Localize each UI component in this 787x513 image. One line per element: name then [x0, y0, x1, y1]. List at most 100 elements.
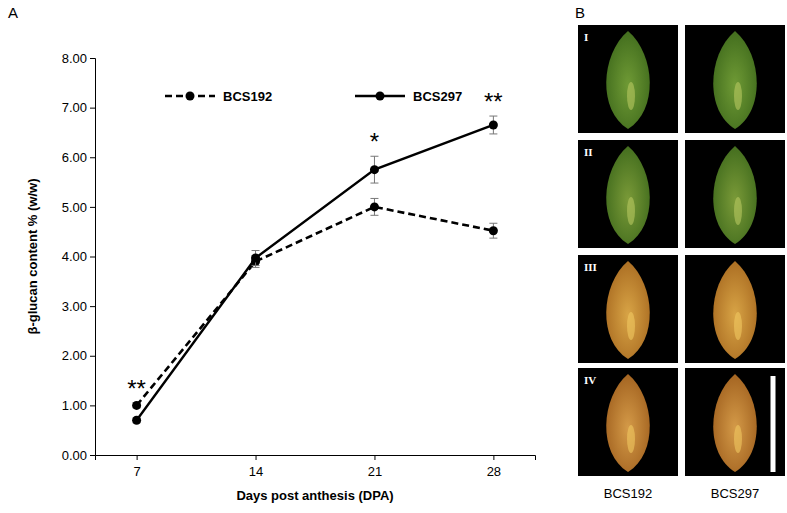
- annotation: *: [370, 128, 379, 155]
- series: [132, 198, 498, 409]
- panel-label: A: [8, 4, 18, 21]
- error-bar-cap: [370, 198, 378, 199]
- y-tick-mark: [90, 157, 95, 158]
- y-tick-mark: [90, 356, 95, 357]
- x-tick-label: 14: [249, 464, 263, 479]
- y-tick-mark: [90, 207, 95, 208]
- grain-highlight: [734, 312, 742, 340]
- series-line: [137, 207, 494, 406]
- series-marker: [489, 226, 498, 235]
- grain-highlight: [627, 312, 635, 340]
- image-cell: [685, 140, 785, 248]
- x-tick: 28: [487, 455, 501, 479]
- y-axis-title: β-glucan content % (w/w): [25, 179, 40, 335]
- y-tick-label: 6.00: [62, 150, 87, 165]
- legend-marker: [186, 92, 195, 101]
- grain-highlight: [627, 425, 635, 453]
- series: [132, 116, 498, 425]
- error-bar: [489, 116, 497, 134]
- annotation: **: [484, 88, 503, 115]
- y-tick: 0.00: [62, 448, 95, 463]
- y-tick-label: 5.00: [62, 200, 87, 215]
- legend: BCS192 BCS297: [165, 89, 462, 104]
- row-label: IV: [584, 374, 596, 386]
- legend-label: BCS192: [223, 89, 272, 104]
- x-axis: 7142128: [96, 455, 536, 479]
- grain: [606, 146, 650, 244]
- grain: [713, 374, 757, 472]
- error-bar-cap: [489, 116, 497, 117]
- y-axis-line: [90, 59, 96, 456]
- grain-highlight: [627, 197, 635, 225]
- y-tick-label: 2.00: [62, 348, 87, 363]
- x-tick: 14: [249, 455, 263, 479]
- grain: [606, 31, 650, 129]
- image-cell: [578, 368, 678, 476]
- figure: A0.001.002.003.004.005.006.007.008.00714…: [0, 0, 787, 513]
- row-label: II: [584, 146, 593, 158]
- y-tick: 2.00: [62, 348, 95, 363]
- y-tick-label: 0.00: [62, 448, 87, 463]
- y-tick-mark: [90, 108, 95, 109]
- error-bar: [252, 251, 260, 266]
- x-tick-label: 28: [487, 464, 501, 479]
- x-tick: 21: [368, 455, 382, 479]
- y-tick-mark: [90, 455, 95, 456]
- column-label: BCS192: [604, 486, 652, 501]
- y-tick-mark: [90, 306, 95, 307]
- grain: [713, 261, 757, 359]
- error-bar-cap: [489, 223, 497, 224]
- image-cell: [578, 140, 678, 248]
- panel-label: B: [575, 4, 585, 21]
- error-bar-cap: [489, 133, 497, 134]
- series-marker: [489, 120, 498, 129]
- column-label: BCS297: [711, 486, 759, 501]
- grain: [606, 261, 650, 359]
- y-tick-mark: [90, 405, 95, 406]
- grain-highlight: [734, 82, 742, 110]
- series-marker: [132, 416, 141, 425]
- series-marker: [370, 165, 379, 174]
- x-tick-label: 21: [368, 464, 382, 479]
- series-marker: [132, 401, 141, 410]
- y-tick: 5.00: [62, 200, 95, 215]
- x-tick-mark: [137, 455, 138, 460]
- y-tick-label: 8.00: [62, 51, 87, 66]
- x-tick-mark: [374, 455, 375, 460]
- y-tick: 3.00: [62, 299, 95, 314]
- error-bar-cap: [370, 215, 378, 216]
- legend-marker: [376, 92, 385, 101]
- y-tick: 8.00: [62, 51, 95, 66]
- y-tick: 7.00: [62, 100, 95, 115]
- image-cell: [578, 255, 678, 363]
- y-tick-label: 7.00: [62, 100, 87, 115]
- grain: [713, 146, 757, 244]
- x-tick-mark: [493, 455, 494, 460]
- error-bar-cap: [370, 183, 378, 184]
- image-cell: [685, 368, 785, 476]
- image-cell: [685, 25, 785, 133]
- series-marker: [251, 253, 260, 262]
- error-bar: [370, 198, 378, 215]
- series-marker: [370, 202, 379, 211]
- x-tick-mark: [256, 455, 257, 460]
- error-bar-cap: [252, 265, 260, 266]
- error-bar-cap: [489, 238, 497, 239]
- image-cell: [578, 25, 678, 133]
- y-tick: 4.00: [62, 249, 95, 264]
- scale-bar: [771, 376, 776, 472]
- grain: [713, 31, 757, 129]
- grain-highlight: [627, 82, 635, 110]
- legend-label: BCS297: [413, 89, 462, 104]
- x-axis-title: Days post anthesis (DPA): [236, 488, 393, 503]
- error-bar-cap: [370, 156, 378, 157]
- grain-highlight: [734, 197, 742, 225]
- error-bar-cap: [252, 267, 260, 268]
- y-tick-mark: [90, 257, 95, 258]
- error-bar-cap: [252, 250, 260, 251]
- error-bar: [370, 156, 378, 183]
- y-axis: 0.00 1.00 2.00 3.00 4.00 5.00 6.00 7.00 8.00: [62, 51, 96, 463]
- grain-highlight: [734, 425, 742, 453]
- y-tick-label: 1.00: [62, 398, 87, 413]
- image-grid: IIIIIIIV: [578, 25, 785, 476]
